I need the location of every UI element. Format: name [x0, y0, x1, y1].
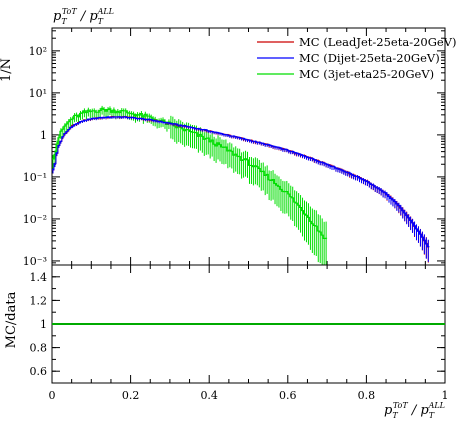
- ratio-y-tick-label: 1.2: [30, 294, 48, 307]
- legend-label: MC (LeadJet-25eta-20GeV): [299, 35, 457, 49]
- x-tick-label: 0: [49, 389, 56, 402]
- ratio-panel: 0 0.2 0.4 0.6 0.8 1 0.6 0.8 1 1.2 1.4: [30, 264, 449, 402]
- main-panel: 10⁻³ 10⁻² 10⁻¹ 1 10¹ 10²: [23, 27, 446, 268]
- series-line: [52, 116, 430, 248]
- main-y-tick-label: 10⁻²: [23, 213, 47, 226]
- series-line: [52, 107, 328, 240]
- x-tick-label: 0.6: [279, 389, 297, 402]
- legend-label: MC (3jet-eta25-20GeV): [299, 67, 434, 81]
- series-2: [52, 105, 328, 265]
- main-y-tick-label: 10⁻³: [23, 255, 47, 268]
- main-y-tick-label: 10²: [29, 45, 47, 58]
- x-tick-label: 0.8: [358, 389, 376, 402]
- ratio-y-tick-label: 1.4: [30, 271, 48, 284]
- legend-label: MC (Dijet-25eta-20GeV): [299, 51, 440, 65]
- ratio-y-tick-label: 1: [40, 318, 47, 331]
- ratio-y-axis-label: MC/data: [4, 291, 19, 348]
- main-y-tick-label: 1: [40, 129, 47, 142]
- main-y-axis-label: 1/N: [0, 58, 14, 82]
- ratio-y-tick-label: 0.6: [30, 365, 48, 378]
- main-y-tick-label: 10¹: [29, 87, 47, 100]
- series-1: [52, 116, 430, 262]
- main-y-tick-label: 10⁻¹: [23, 171, 47, 184]
- x-axis-label: pTToT / pTALL: [384, 401, 445, 420]
- x-tick-label: 0.2: [122, 389, 140, 402]
- x-tick-label: 1: [442, 389, 449, 402]
- x-tick-label: 0.4: [200, 389, 218, 402]
- series-line: [52, 116, 430, 247]
- legend: MC (LeadJet-25eta-20GeV) MC (Dijet-25eta-…: [257, 35, 457, 81]
- ratio-y-tick-label: 0.8: [30, 342, 48, 355]
- chart-title: pTToT / pTALL: [53, 7, 114, 26]
